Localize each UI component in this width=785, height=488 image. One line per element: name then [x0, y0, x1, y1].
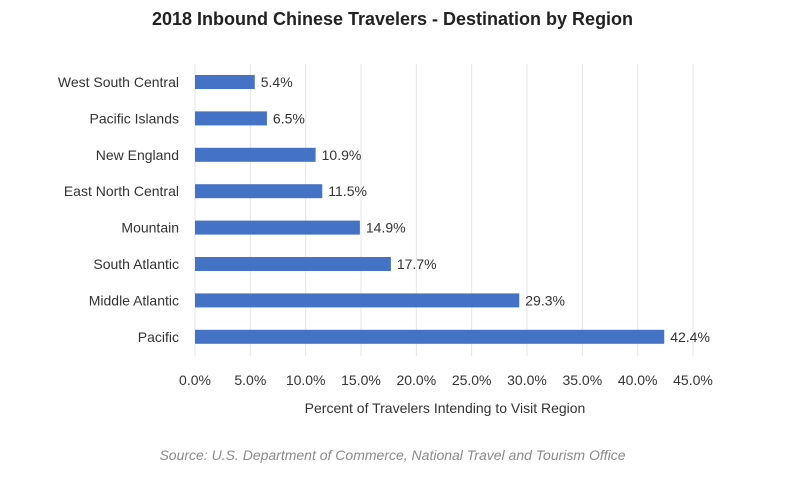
- category-label: East North Central: [64, 183, 179, 199]
- category-label: South Atlantic: [93, 256, 179, 272]
- source-note: Source: U.S. Department of Commerce, Nat…: [159, 447, 626, 463]
- gridlines: [194, 64, 694, 356]
- category-label: New England: [96, 147, 179, 163]
- x-tick-label: 20.0%: [396, 372, 436, 388]
- data-label: 17.7%: [397, 256, 437, 272]
- data-labels: 5.4% 6.5% 10.9% 11.5% 14.9% 17.7% 29.3% 42.4%: [261, 74, 710, 345]
- x-tick-labels: 0.0% 5.0% 10.0% 15.0% 20.0% 25.0% 30.0% 35.0% 40…: [179, 372, 713, 388]
- category-label: Pacific Islands: [90, 110, 179, 126]
- category-label: Mountain: [121, 220, 179, 236]
- data-label: 29.3%: [525, 292, 565, 308]
- data-label: 42.4%: [670, 329, 710, 345]
- x-tick-label: 15.0%: [341, 372, 381, 388]
- bar: [195, 75, 255, 89]
- x-tick-label: 45.0%: [673, 372, 713, 388]
- x-tick-label: 25.0%: [452, 372, 492, 388]
- data-label: 10.9%: [322, 147, 362, 163]
- data-label: 6.5%: [273, 110, 305, 126]
- data-label: 11.5%: [328, 183, 367, 199]
- category-label: West South Central: [58, 74, 179, 90]
- bar: [195, 220, 360, 235]
- x-tick-label: 40.0%: [618, 372, 658, 388]
- bar: [195, 257, 391, 271]
- x-tick-label: 10.0%: [286, 372, 326, 388]
- bar: [195, 111, 267, 126]
- category-label: Middle Atlantic: [89, 292, 179, 308]
- bar: [195, 184, 323, 199]
- x-tick-label: 5.0%: [234, 372, 266, 388]
- chart-title: 2018 Inbound Chinese Travelers - Destina…: [151, 9, 634, 29]
- bar: [195, 329, 665, 344]
- x-tick-label: 0.0%: [179, 372, 211, 388]
- category-labels: West South Central Pacific Islands New Eng…: [58, 74, 179, 345]
- data-label: 14.9%: [366, 220, 406, 236]
- bars: [195, 75, 665, 344]
- category-label: Pacific: [138, 329, 179, 345]
- data-label: 5.4%: [261, 74, 293, 90]
- x-tick-label: 35.0%: [562, 372, 602, 388]
- x-tick-label: 30.0%: [507, 372, 547, 388]
- x-axis-title: Percent of Travelers Intending to Visit …: [304, 400, 586, 416]
- bar: [195, 147, 316, 162]
- bar: [195, 293, 520, 308]
